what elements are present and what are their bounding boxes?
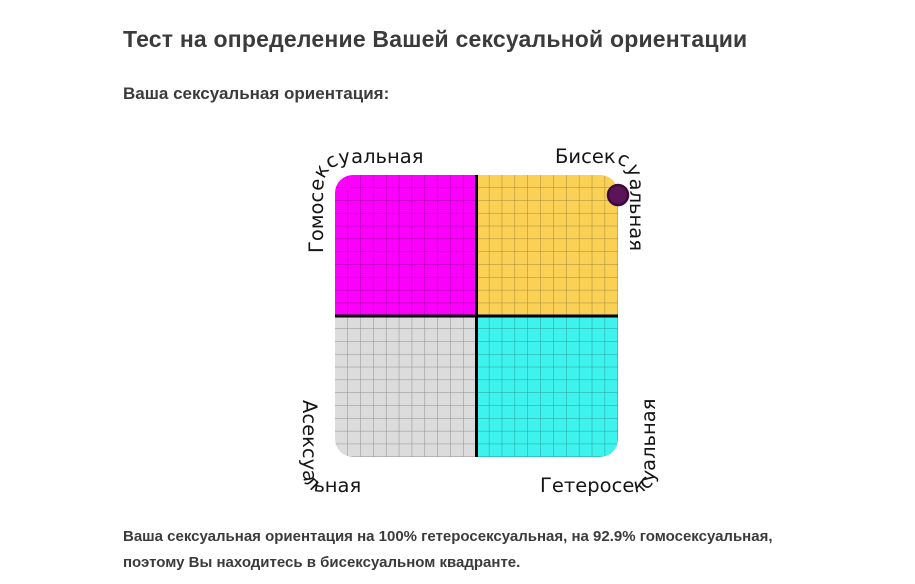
result-point-dot [606,183,630,207]
result-text-line2: поэтому Вы находитесь в бисексуальном кв… [123,554,521,571]
quadrant-chart: Гомосексуальная Бисексуальная Асексуальн… [250,120,710,520]
quadrant-square [335,175,618,457]
result-text-line1: Ваша сексуальная ориентация на 100% гете… [123,528,773,545]
page-title: Тест на определение Вашей сексуальной ор… [123,26,748,52]
result-text: Ваша сексуальная ориентация на 100% гете… [123,524,773,576]
quadrant-chart-svg: Гомосексуальная Бисексуальная Асексуальн… [298,145,661,498]
result-subtitle: Ваша сексуальная ориентация: [123,84,390,103]
